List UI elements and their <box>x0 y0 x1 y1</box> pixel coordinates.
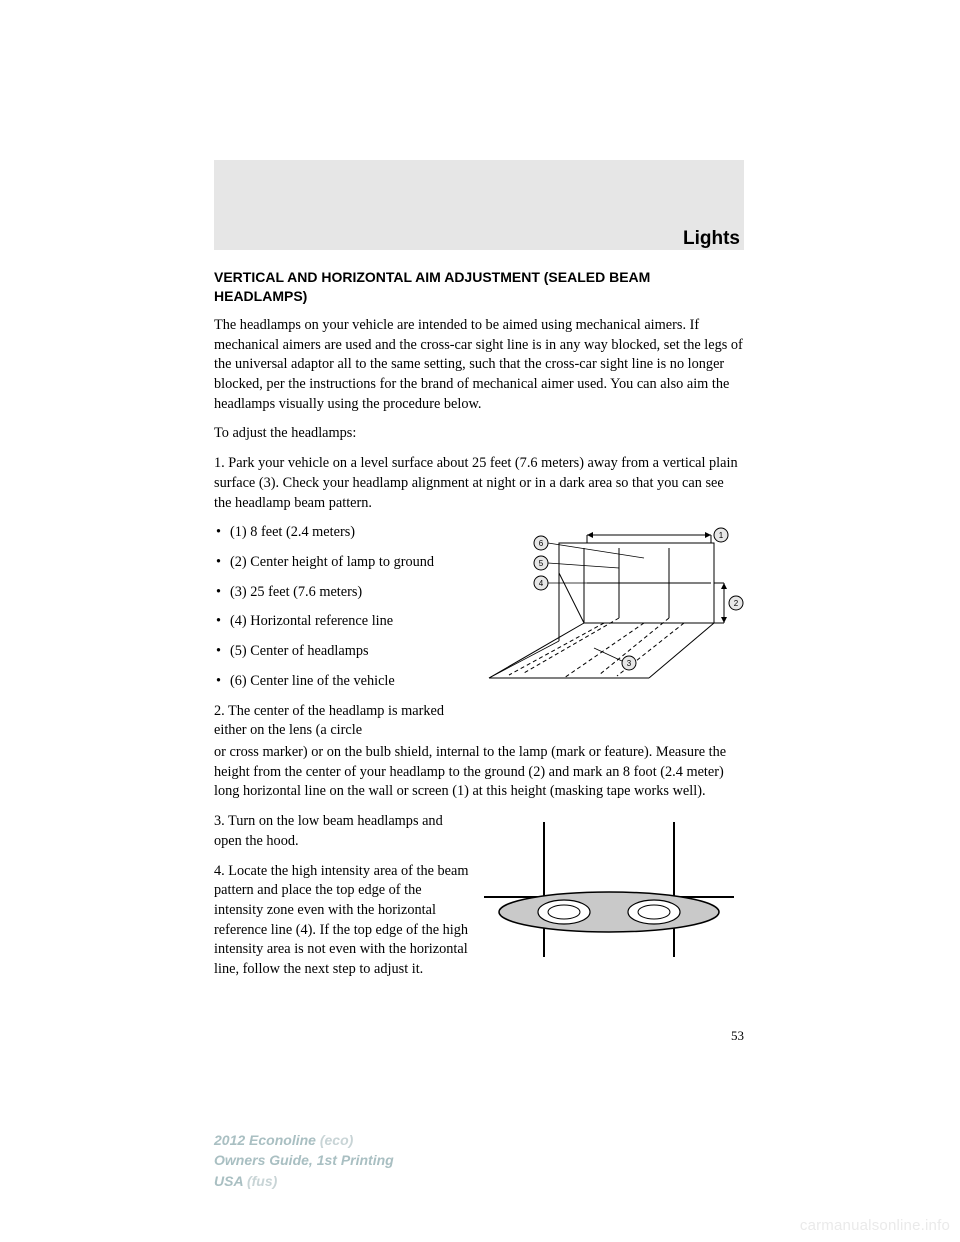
bullet-item: (6) Center line of the vehicle <box>214 672 469 692</box>
callout-1: 1 <box>719 531 724 540</box>
callout-3: 3 <box>627 659 632 668</box>
footer-guide: Owners Guide, 1st Printing <box>214 1150 394 1170</box>
callout-5: 5 <box>539 559 544 568</box>
diagram2-column <box>469 812 744 980</box>
footer-region: USA <box>214 1173 247 1189</box>
headlamp-aim-diagram: 1 2 3 4 5 6 <box>469 523 744 683</box>
callout-4: 4 <box>539 579 544 588</box>
paragraph-to-adjust: To adjust the headlamps: <box>214 424 744 444</box>
callout-6: 6 <box>539 539 544 548</box>
step1-two-column: (1) 8 feet (2.4 meters) (2) Center heigh… <box>214 523 744 741</box>
bullet-item: (2) Center height of lamp to ground <box>214 553 469 573</box>
bullet-item: (5) Center of headlamps <box>214 642 469 662</box>
step34-two-column: 3. Turn on the low beam headlamps and op… <box>214 812 744 980</box>
footer-model: 2012 Econoline <box>214 1132 320 1148</box>
diagram1-column: 1 2 3 4 5 6 <box>469 523 744 741</box>
bullet-item: (3) 25 feet (7.6 meters) <box>214 583 469 603</box>
footer-region-code: (fus) <box>247 1173 277 1189</box>
topic-title: VERTICAL AND HORIZONTAL AIM ADJUSTMENT (… <box>214 268 744 306</box>
beam-pattern-diagram <box>469 812 744 962</box>
page-number: 53 <box>214 1028 744 1044</box>
callout-2: 2 <box>734 599 739 608</box>
paragraph-step2-partB: or cross marker) or on the bulb shield, … <box>214 743 744 802</box>
bullet-item: (1) 8 feet (2.4 meters) <box>214 523 469 543</box>
paragraph-step3: 3. Turn on the low beam headlamps and op… <box>214 812 469 851</box>
watermark: carmanualsonline.info <box>800 1217 950 1234</box>
section-header: Lights <box>214 228 744 250</box>
footer-code: (eco) <box>320 1132 353 1148</box>
paragraph-step4: 4. Locate the high intensity area of the… <box>214 862 469 980</box>
step34-text-column: 3. Turn on the low beam headlamps and op… <box>214 812 469 980</box>
bullet-column: (1) 8 feet (2.4 meters) (2) Center heigh… <box>214 523 469 741</box>
paragraph-step1: 1. Park your vehicle on a level surface … <box>214 454 744 513</box>
footer-block: 2012 Econoline (eco) Owners Guide, 1st P… <box>214 1130 394 1191</box>
paragraph-step2-partA: 2. The center of the headlamp is marked … <box>214 702 469 741</box>
paragraph-intro: The headlamps on your vehicle are intend… <box>214 316 744 415</box>
page-content: Lights VERTICAL AND HORIZONTAL AIM ADJUS… <box>214 160 744 1044</box>
bullet-item: (4) Horizontal reference line <box>214 612 469 632</box>
